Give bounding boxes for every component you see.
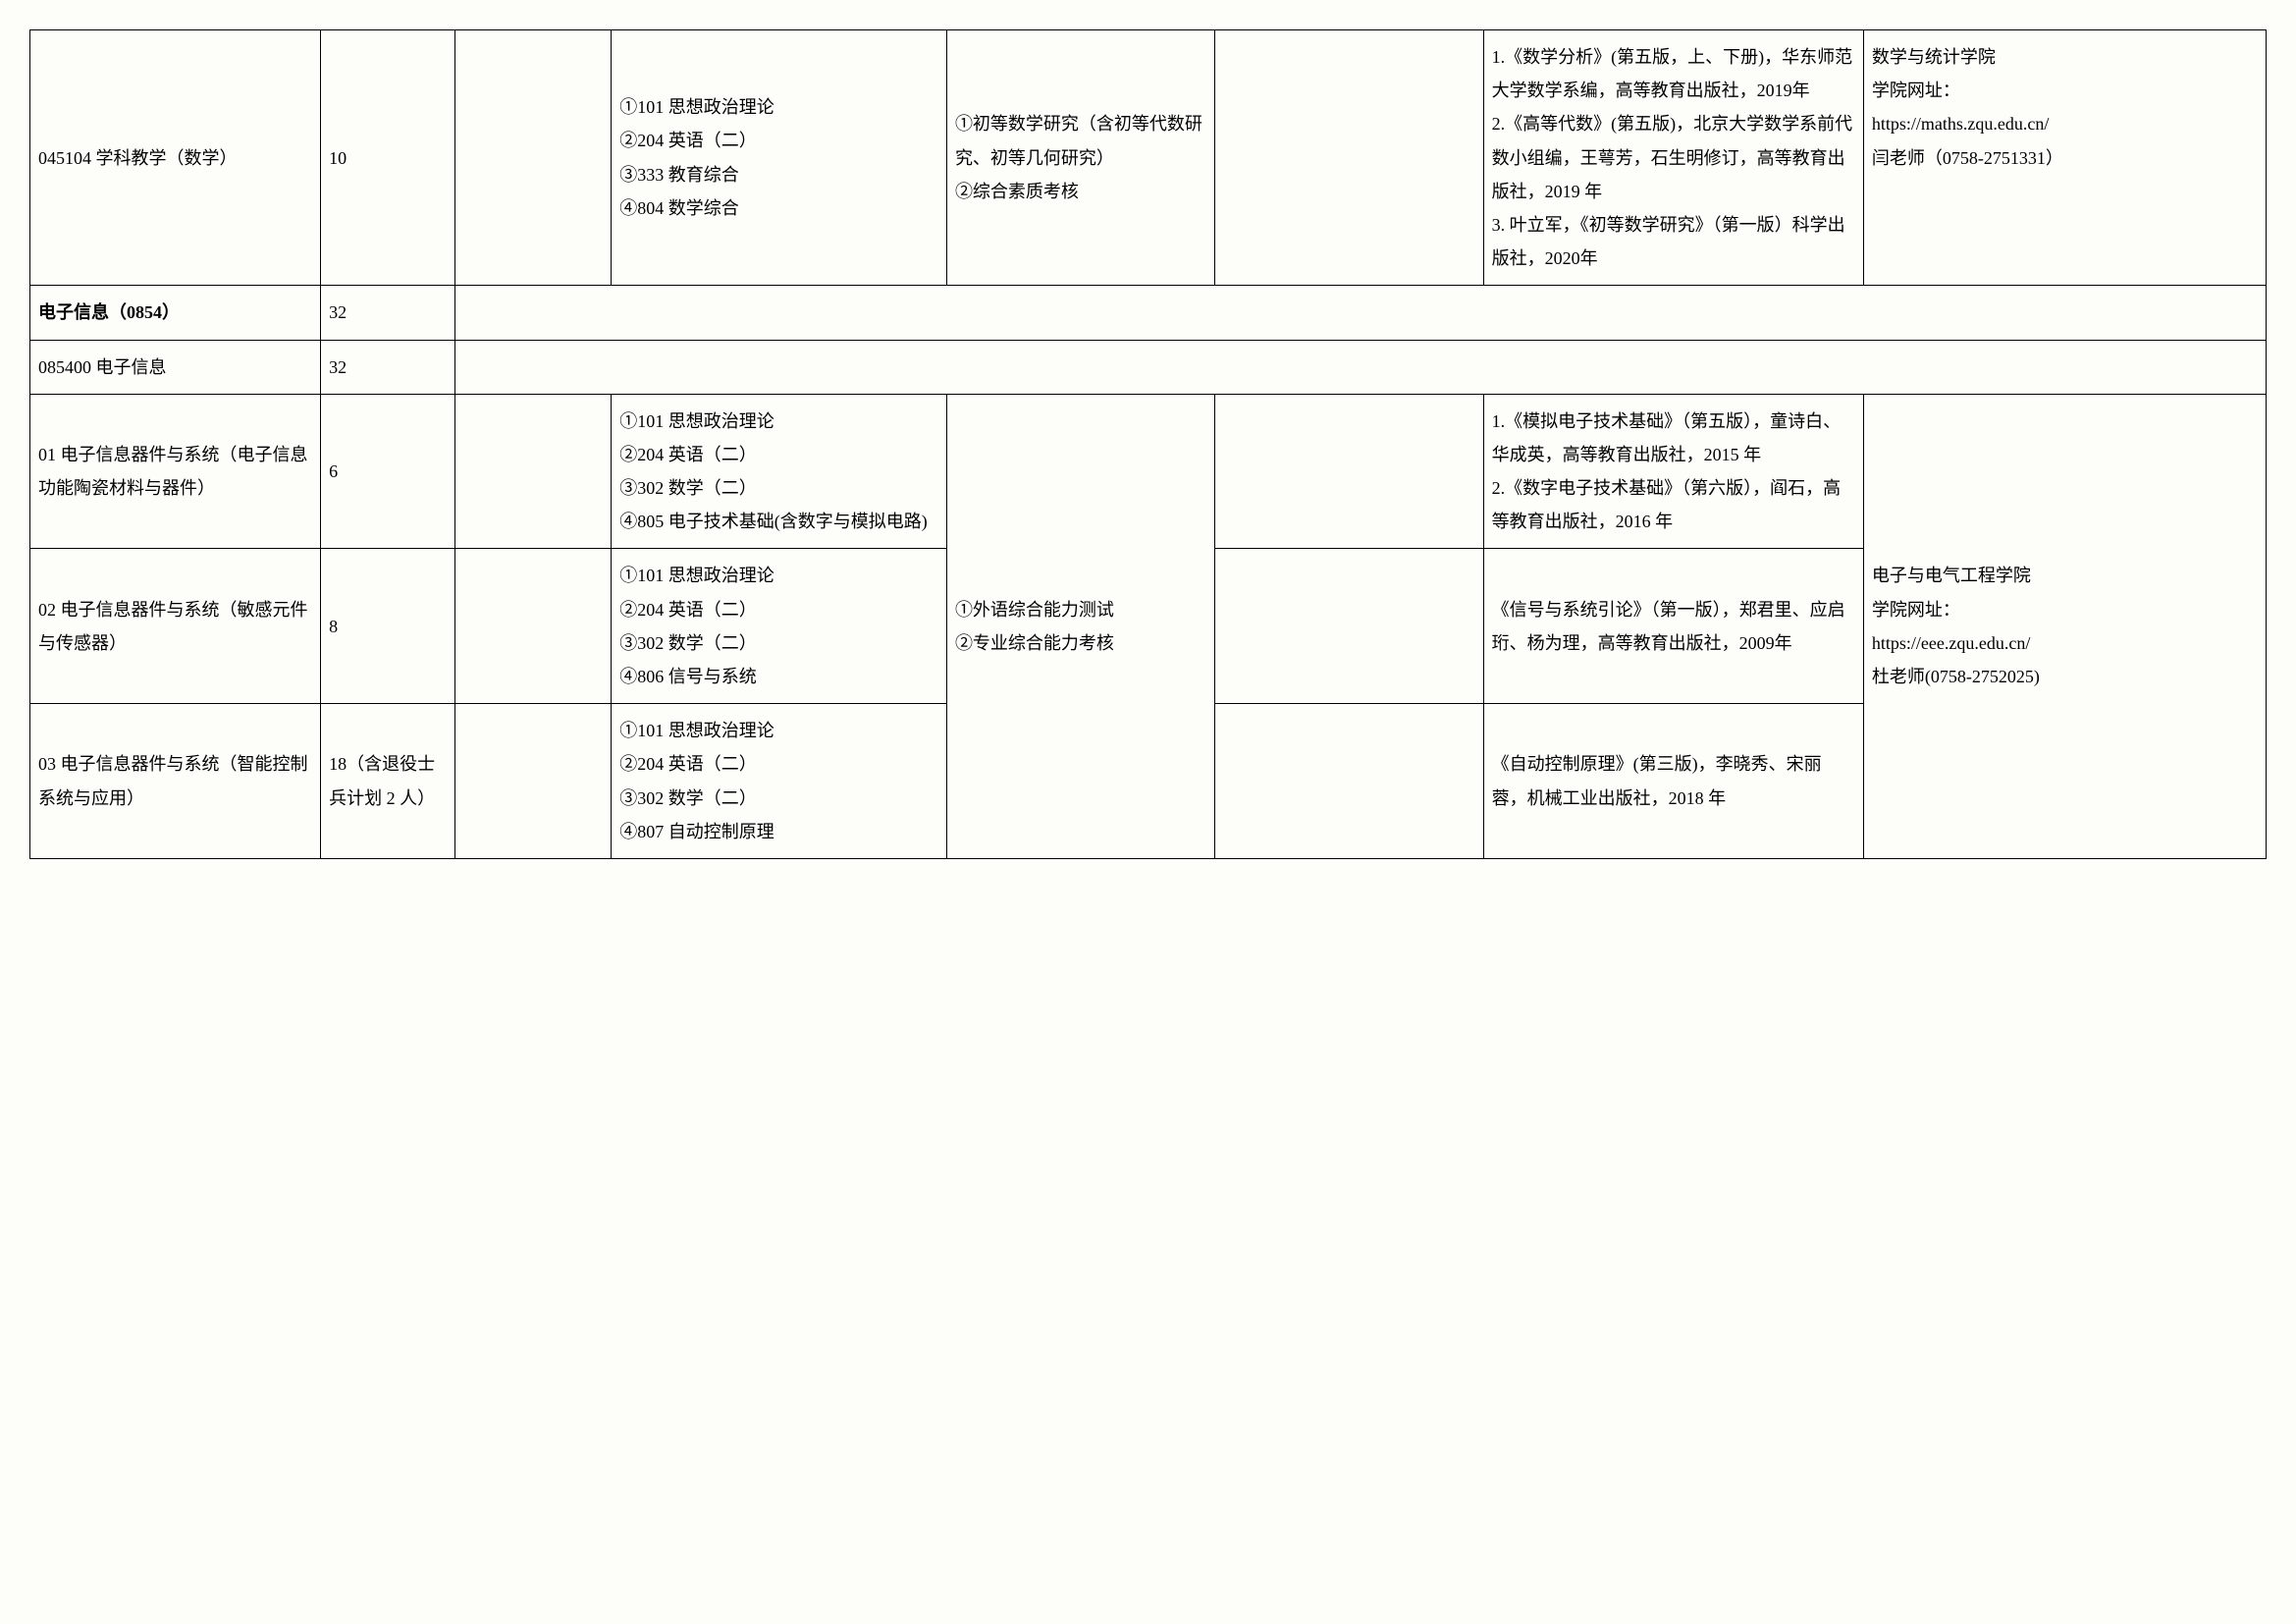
cell-quota: 6 bbox=[321, 394, 455, 549]
cell-blank2 bbox=[1215, 30, 1483, 286]
cell-reference: 1.《模拟电子技术基础》（第五版），童诗白、华成英，高等教育出版社，2015 年… bbox=[1483, 394, 1863, 549]
cell-blank2 bbox=[1215, 549, 1483, 704]
cell-blank bbox=[454, 30, 611, 286]
cell-exam: ①101 思想政治理论②204 英语（二）③333 教育综合④804 数学综合 bbox=[612, 30, 947, 286]
table-row: 电子信息（0854） 32 bbox=[30, 286, 2267, 340]
cell-quota: 8 bbox=[321, 549, 455, 704]
cell-program: 01 电子信息器件与系统（电子信息功能陶瓷材料与器件） bbox=[30, 394, 321, 549]
cell-program: 085400 电子信息 bbox=[30, 340, 321, 394]
cell-blank2 bbox=[1215, 704, 1483, 859]
program-table: 045104 学科教学（数学） 10 ①101 思想政治理论②204 英语（二）… bbox=[29, 29, 2267, 859]
cell-blank2 bbox=[1215, 394, 1483, 549]
cell-blank bbox=[454, 549, 611, 704]
cell-retest: ①初等数学研究（含初等代数研究、初等几何研究）②综合素质考核 bbox=[946, 30, 1214, 286]
cell-exam: ①101 思想政治理论②204 英语（二）③302 数学（二）④806 信号与系… bbox=[612, 549, 947, 704]
cell-reference: 1.《数学分析》(第五版，上、下册)，华东师范大学数学系编，高等教育出版社，20… bbox=[1483, 30, 1863, 286]
cell-blank bbox=[454, 340, 2266, 394]
cell-quota: 32 bbox=[321, 340, 455, 394]
cell-contact: 数学与统计学院学院网址：https://maths.zqu.edu.cn/闫老师… bbox=[1863, 30, 2266, 286]
cell-blank bbox=[454, 704, 611, 859]
cell-retest: ①外语综合能力测试②专业综合能力考核 bbox=[946, 394, 1214, 858]
cell-blank bbox=[454, 394, 611, 549]
table-row: 045104 学科教学（数学） 10 ①101 思想政治理论②204 英语（二）… bbox=[30, 30, 2267, 286]
cell-contact: 电子与电气工程学院学院网址：https://eee.zqu.edu.cn/杜老师… bbox=[1863, 394, 2266, 858]
cell-reference: 《自动控制原理》(第三版)，李晓秀、宋丽蓉，机械工业出版社，2018 年 bbox=[1483, 704, 1863, 859]
cell-reference: 《信号与系统引论》（第一版），郑君里、应启珩、杨为理，高等教育出版社，2009年 bbox=[1483, 549, 1863, 704]
cell-quota: 10 bbox=[321, 30, 455, 286]
table-row: 085400 电子信息 32 bbox=[30, 340, 2267, 394]
cell-blank bbox=[454, 286, 2266, 340]
cell-quota: 18（含退役士兵计划 2 人） bbox=[321, 704, 455, 859]
cell-exam: ①101 思想政治理论②204 英语（二）③302 数学（二）④807 自动控制… bbox=[612, 704, 947, 859]
cell-program: 03 电子信息器件与系统（智能控制系统与应用） bbox=[30, 704, 321, 859]
cell-program: 02 电子信息器件与系统（敏感元件与传感器） bbox=[30, 549, 321, 704]
cell-category: 电子信息（0854） bbox=[30, 286, 321, 340]
cell-program: 045104 学科教学（数学） bbox=[30, 30, 321, 286]
cell-quota: 32 bbox=[321, 286, 455, 340]
table-row: 01 电子信息器件与系统（电子信息功能陶瓷材料与器件） 6 ①101 思想政治理… bbox=[30, 394, 2267, 549]
cell-exam: ①101 思想政治理论②204 英语（二）③302 数学（二）④805 电子技术… bbox=[612, 394, 947, 549]
